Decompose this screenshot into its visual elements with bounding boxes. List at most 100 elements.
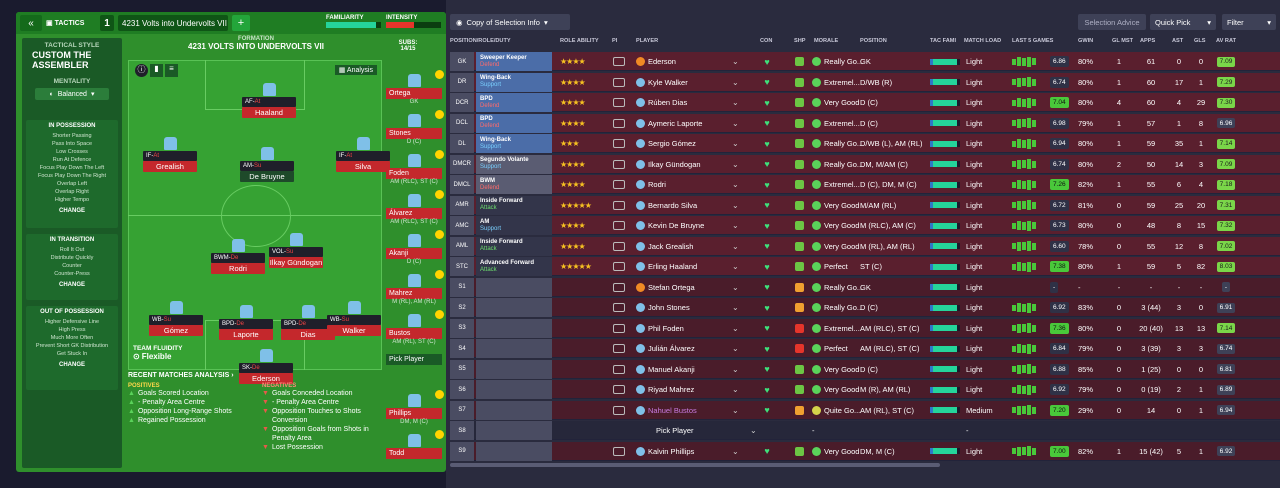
player-name[interactable]: Nahuel Bustos	[648, 405, 697, 415]
player-dropdown[interactable]: ⌄	[732, 303, 739, 312]
role-duty-cell[interactable]: Segundo Volante Support	[476, 154, 552, 174]
role-duty-cell[interactable]: BPD Defend	[476, 93, 552, 112]
player-instructions[interactable]	[610, 278, 628, 297]
player-name-cell[interactable]: Pick Player	[656, 421, 694, 440]
pitch-player[interactable]: BPD - De Laporte	[219, 305, 273, 340]
column-header[interactable]: AV RAT	[1216, 38, 1236, 44]
role-duty-cell[interactable]: BPD Defend	[476, 113, 552, 133]
table-row[interactable]: DR Wing-Back Support ★★★★ Kyle Walker ⌄ ♥ Extre…	[450, 72, 1280, 92]
substitute[interactable]: Ortega GK	[386, 70, 444, 105]
table-row[interactable]: DCL BPD Defend ★★★★ Aymeric Laporte ⌄ ♥ Extreme…	[450, 113, 1280, 133]
table-row[interactable]: DCR BPD Defend ★★★★ Rúben Dias ⌄ ♥ Very Good D (…	[450, 93, 1280, 112]
player-name[interactable]: Ederson	[239, 373, 293, 384]
table-row[interactable]: DMCR Segundo Volante Support ★★★★ Ilkay Günd…	[450, 154, 1280, 174]
bar-chart-icon[interactable]: ▮	[150, 64, 163, 77]
table-row[interactable]: DMCL BWM Defend ★★★★ Rodri ⌄ ♥ Extremel... D (C)…	[450, 175, 1280, 194]
role-duty-cell[interactable]	[476, 339, 552, 358]
player-dropdown[interactable]: ⌄	[732, 364, 739, 374]
role-duty-cell[interactable]: Sweeper Keeper Defend	[476, 52, 552, 71]
player-name[interactable]: Silva	[336, 161, 390, 172]
substitute[interactable]: Bustos AM (RL), ST (C)	[386, 310, 444, 345]
player-dropdown[interactable]: ⌄	[732, 139, 739, 148]
column-header[interactable]: MORALE	[814, 38, 839, 44]
pitch-player[interactable]: IF - At Grealish	[143, 137, 197, 172]
view-selector[interactable]: ◉ Copy of Selection Info ▾	[450, 14, 570, 30]
player-name[interactable]: Manuel Akanji	[648, 364, 695, 374]
role-duty-cell[interactable]	[476, 421, 552, 440]
role-duty-cell[interactable]	[476, 380, 552, 399]
collapse-button[interactable]: «	[20, 15, 42, 31]
substitute-name[interactable]: Phillips	[386, 408, 442, 419]
player-name[interactable]: Ilkay Gündogan	[269, 257, 323, 268]
player-instructions[interactable]	[610, 442, 628, 461]
table-row[interactable]: S8 Pick Player ⌄ - -	[450, 421, 1280, 440]
filter-button[interactable]: Filter ▾	[1222, 14, 1276, 30]
player-name-cell[interactable]: Phil Foden	[636, 319, 684, 338]
player-name[interactable]: Grealish	[143, 161, 197, 172]
substitute-name[interactable]: Foden	[386, 168, 442, 179]
player-role[interactable]: IF - At	[143, 151, 197, 161]
player-instructions[interactable]	[610, 319, 628, 338]
player-instructions[interactable]	[610, 360, 628, 379]
column-header[interactable]: AST	[1172, 38, 1184, 44]
analysis-button[interactable]: ▦ Analysis	[334, 65, 377, 75]
player-dropdown[interactable]: ⌄	[732, 221, 739, 230]
player-dropdown[interactable]: ⌄	[732, 262, 739, 271]
player-dropdown[interactable]: ⌄	[732, 57, 739, 66]
player-name[interactable]: Erling Haaland	[648, 262, 698, 271]
column-header[interactable]: SHP	[794, 38, 806, 44]
player-name-cell[interactable]: Riyad Mahrez	[636, 380, 694, 399]
table-row[interactable]: AMC AM Support ★★★★ Kevin De Bruyne ⌄ ♥ Very Go…	[450, 216, 1280, 235]
table-row[interactable]: AMR Inside Forward Attack ★★★★★ Bernardo Sil…	[450, 195, 1280, 215]
role-duty-cell[interactable]: BWM Defend	[476, 175, 552, 194]
table-row[interactable]: S1 Stefan Ortega ⌄ ♥ Really Go... GK Light - - - -…	[450, 277, 1280, 297]
player-dropdown[interactable]: ⌄	[732, 323, 739, 333]
role-duty-cell[interactable]	[476, 359, 552, 379]
player-name-cell[interactable]: John Stones	[636, 298, 690, 317]
info-icon[interactable]: ⓘ	[135, 64, 148, 77]
player-role[interactable]: BWM - De	[211, 253, 265, 263]
player-name[interactable]: Kalvin Phillips	[648, 446, 695, 456]
player-name[interactable]: Ederson	[648, 57, 676, 66]
player-name[interactable]: Kyle Walker	[648, 77, 688, 87]
role-duty-cell[interactable]: Wing-Back Support	[476, 72, 552, 92]
player-name-cell[interactable]: Kyle Walker	[636, 73, 688, 92]
player-name-cell[interactable]: Manuel Akanji	[636, 360, 695, 379]
column-header[interactable]: MATCH LOAD	[964, 38, 1002, 44]
table-row[interactable]: S2 John Stones ⌄ ♥ Really Go... D (C) Light 6.9…	[450, 298, 1280, 317]
player-dropdown[interactable]: ⌄	[732, 241, 739, 251]
player-name[interactable]: Dias	[281, 329, 335, 340]
player-dropdown[interactable]: ⌄	[732, 200, 739, 210]
substitute-name[interactable]: Stones	[386, 128, 442, 139]
player-name-cell[interactable]: Erling Haaland	[636, 257, 697, 276]
substitute-name[interactable]: Bustos	[386, 328, 442, 339]
player-name[interactable]: Rúben Dias	[648, 98, 688, 107]
role-duty-cell[interactable]	[476, 400, 552, 420]
player-name[interactable]: Phil Foden	[648, 323, 684, 333]
pitch-player[interactable]: BPD - De Dias	[281, 305, 335, 340]
player-instructions[interactable]	[610, 196, 628, 215]
player-dropdown[interactable]: ⌄	[732, 159, 739, 169]
player-name-cell[interactable]: Stefan Ortega	[636, 278, 695, 297]
player-name[interactable]: Bernardo Silva	[648, 200, 698, 210]
table-row[interactable]: S5 Manuel Akanji ⌄ ♥ Very Good D (C) Light 6.88…	[450, 359, 1280, 379]
column-header[interactable]: GWIN	[1078, 38, 1094, 44]
player-name[interactable]: John Stones	[648, 303, 690, 312]
substitute[interactable]: Álvarez AM (RLC), ST (C)	[386, 190, 444, 225]
player-instructions[interactable]	[610, 380, 628, 399]
player-instructions[interactable]	[610, 339, 628, 358]
list-icon[interactable]: ≡	[165, 64, 178, 77]
column-header[interactable]: APPS	[1140, 38, 1156, 44]
table-row[interactable]: S7 Nahuel Bustos ⌄ ♥ Quite Go... AM (RL), ST …	[450, 400, 1280, 420]
pitch-player[interactable]: IF - At Silva	[336, 137, 390, 172]
player-name[interactable]: Julián Álvarez	[648, 344, 695, 353]
column-header[interactable]: PLAYER	[636, 38, 659, 44]
substitute[interactable]: Stones D (C)	[386, 110, 444, 145]
substitute-name[interactable]: Pick Player	[386, 354, 442, 365]
player-instructions[interactable]	[610, 237, 628, 256]
player-dropdown[interactable]: ⌄	[732, 180, 739, 189]
column-header[interactable]: GL MST	[1112, 38, 1134, 44]
substitute[interactable]: Todd	[386, 430, 444, 459]
player-name-cell[interactable]: Kalvin Phillips	[636, 442, 694, 461]
player-instructions[interactable]	[610, 216, 628, 235]
